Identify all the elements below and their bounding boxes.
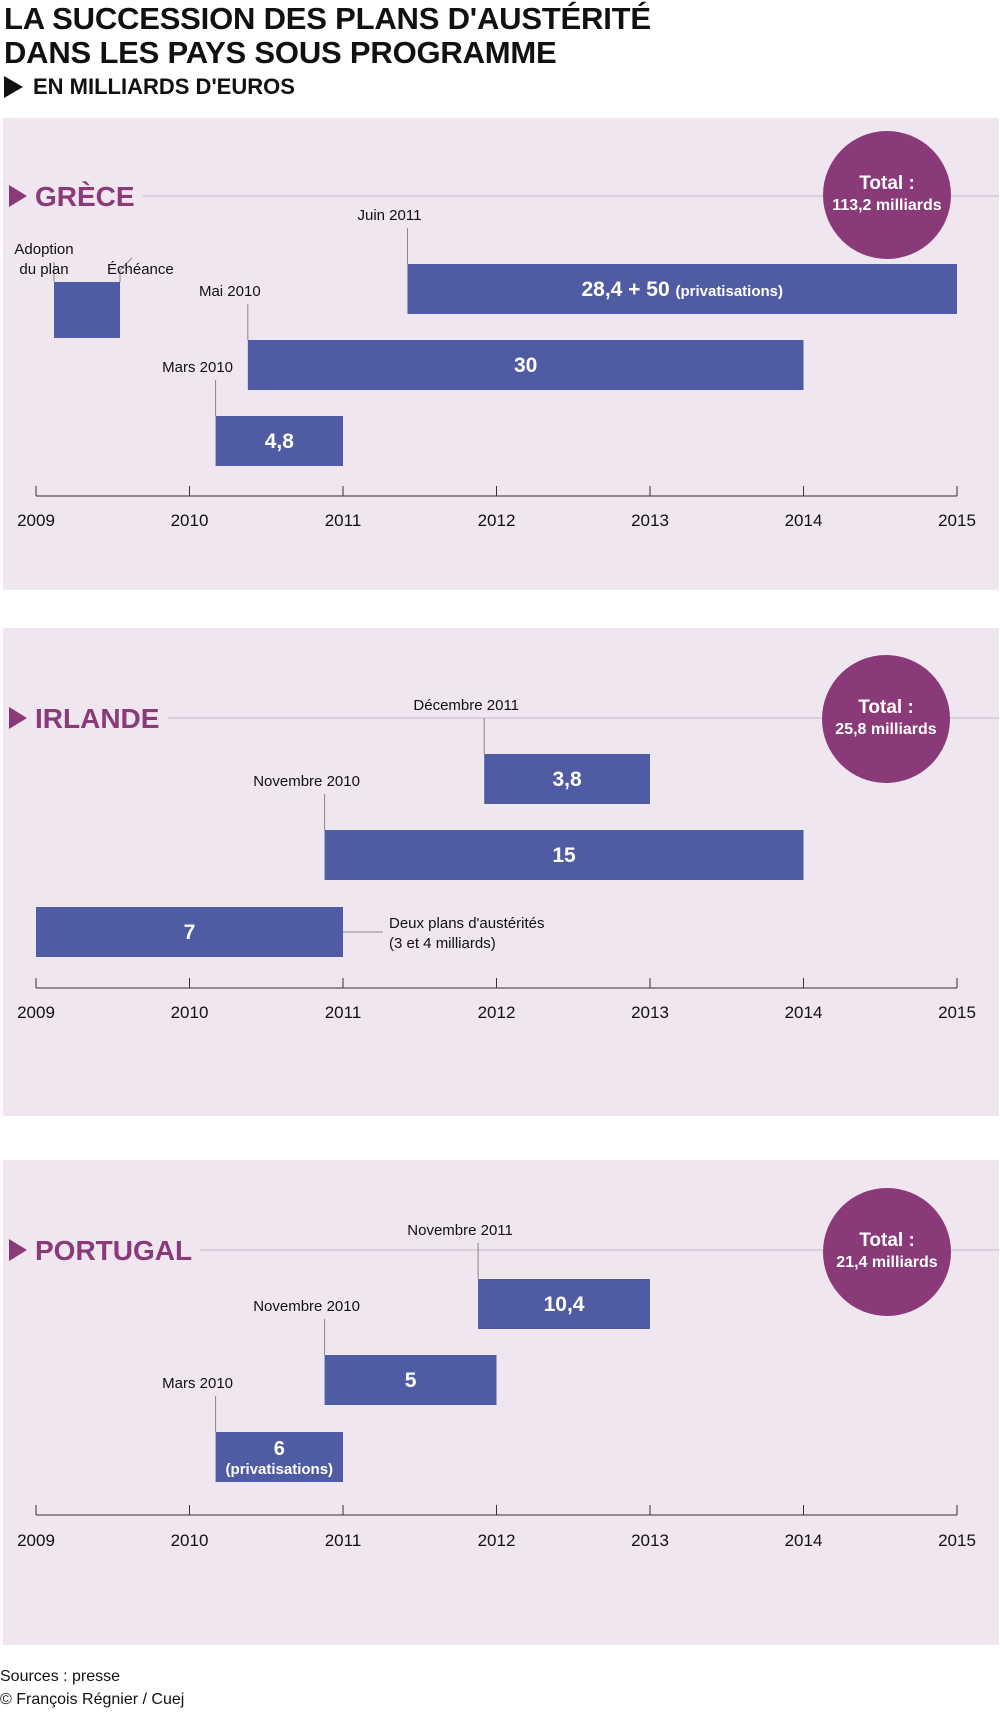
x-tick-label: 2013: [631, 1531, 669, 1550]
bar-note: (privatisations): [226, 1461, 334, 1478]
side-note-line-1: Deux plans d'austérités: [389, 915, 544, 932]
bar-value: 3,8: [553, 768, 583, 791]
legend-bar: [54, 282, 120, 338]
total-circle: Total : 21,4 milliards: [823, 1188, 951, 1316]
chart-svg-grece: GRÈCE 28,4 + 50 (privatisations) Juin 2011…: [9, 181, 999, 530]
x-tick-label: 2011: [325, 1003, 362, 1022]
bar: [215, 1432, 343, 1482]
leader-line: [119, 257, 133, 282]
subtitle-text: EN MILLIARDS D'EUROS: [33, 74, 295, 99]
legend-adoption-line-1: Adoption: [14, 241, 73, 258]
bar-date-label: Mai 2010: [199, 283, 261, 300]
title-line-2: DANS LES PAYS SOUS PROGRAMME: [4, 35, 557, 70]
bar: [324, 830, 804, 880]
bar-value-label: 28,4 + 50 (privatisations): [581, 278, 783, 301]
legend-adoption-line-2: du plan: [19, 261, 68, 278]
x-tick-label: 2009: [17, 1003, 55, 1022]
total-label: Total :: [859, 173, 915, 194]
credit-text: © François Régnier / Cuej: [0, 1691, 185, 1708]
page-title: LA SUCCESSION DES PLANS D'AUSTÉRITÉ DANS…: [4, 2, 651, 70]
x-tick-label: 2009: [17, 1531, 55, 1550]
x-tick-label: 2010: [171, 511, 209, 530]
sources-text: Sources : presse: [0, 1668, 121, 1685]
bar-value: 4,8: [265, 430, 295, 453]
total-value: 21,4 milliards: [836, 1254, 938, 1271]
x-tick-label: 2013: [631, 1003, 669, 1022]
chart-svg-portugal: PORTUGAL 10,4 Novembre 2011 5 Novembre 2010 6…: [9, 1222, 999, 1550]
title-line-1: LA SUCCESSION DES PLANS D'AUSTÉRITÉ: [4, 1, 651, 36]
chart-panel-grece: GRÈCE 28,4 + 50 (privatisations) Juin 2011…: [3, 118, 999, 590]
chart-panel-irlande: IRLANDE 3,8 Décembre 2011 15 Novembre 2010 7 D…: [3, 628, 999, 1116]
total-circle: Total : 113,2 milliards: [823, 131, 951, 259]
play-triangle-icon: [9, 1239, 27, 1261]
x-tick-label: 2009: [17, 511, 55, 530]
total-value: 113,2 milliards: [832, 197, 942, 214]
bar-value: 15: [552, 844, 576, 867]
x-tick-label: 2011: [325, 511, 362, 530]
country-name: PORTUGAL: [35, 1235, 192, 1266]
x-tick-label: 2012: [478, 511, 516, 530]
side-note-line-2: (3 et 4 milliards): [389, 935, 496, 952]
x-tick-label: 2015: [938, 1003, 976, 1022]
x-tick-label: 2012: [478, 1531, 516, 1550]
bar-date-label: Novembre 2011: [407, 1222, 513, 1239]
bar-date-label: Novembre 2010: [253, 773, 360, 790]
play-triangle-icon: [4, 76, 23, 98]
chart-panel-portugal: PORTUGAL 10,4 Novembre 2011 5 Novembre 2010 6…: [3, 1160, 999, 1645]
subtitle: EN MILLIARDS D'EUROS: [4, 74, 295, 100]
bar-date-label: Juin 2011: [357, 207, 421, 224]
total-value: 25,8 milliards: [835, 721, 937, 738]
bar-date-label: Décembre 2011: [413, 697, 519, 714]
x-tick-label: 2015: [938, 1531, 976, 1550]
country-name: GRÈCE: [35, 181, 135, 212]
bar-date-label: Mars 2010: [162, 359, 233, 376]
bar: [215, 416, 343, 466]
bar: [478, 1279, 650, 1329]
bar-date-label: Mars 2010: [162, 1375, 233, 1392]
total-label: Total :: [858, 697, 914, 718]
legend-echeance: Échéance: [107, 261, 174, 278]
x-tick-label: 2015: [938, 511, 976, 530]
bar: [484, 754, 650, 804]
bar: [247, 340, 804, 390]
x-tick-label: 2014: [785, 511, 823, 530]
x-tick-label: 2010: [171, 1003, 209, 1022]
x-tick-label: 2014: [785, 1003, 823, 1022]
x-tick-label: 2011: [325, 1531, 362, 1550]
bar-value: 7: [184, 921, 196, 944]
bar-value: 10,4: [544, 1293, 585, 1316]
country-name: IRLANDE: [35, 703, 159, 734]
x-tick-label: 2010: [171, 1531, 209, 1550]
bar: [407, 264, 958, 314]
chart-svg-irlande: IRLANDE 3,8 Décembre 2011 15 Novembre 2010 7 D…: [9, 697, 999, 1022]
play-triangle-icon: [9, 707, 27, 729]
bar-value: 28,4 + 50: [581, 278, 675, 301]
x-tick-label: 2012: [478, 1003, 516, 1022]
bar-value: 30: [514, 354, 537, 377]
total-label: Total :: [859, 1230, 915, 1251]
bar-date-label: Novembre 2010: [253, 1298, 360, 1315]
play-triangle-icon: [9, 185, 27, 207]
bar-note: (privatisations): [675, 283, 783, 300]
x-tick-label: 2014: [785, 1531, 823, 1550]
bar-value: 6: [274, 1438, 285, 1460]
bar: [36, 907, 343, 957]
total-circle: Total : 25,8 milliards: [822, 655, 950, 783]
x-tick-label: 2013: [631, 511, 669, 530]
bar-value: 5: [405, 1369, 417, 1392]
bar: [324, 1355, 497, 1405]
